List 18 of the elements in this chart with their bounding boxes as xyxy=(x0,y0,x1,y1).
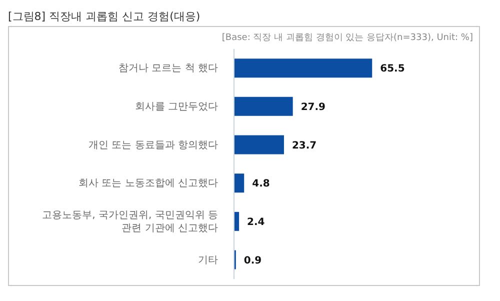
y-tick-label: 회사를 그만두었다 xyxy=(134,101,218,112)
y-tick-label: 기타 xyxy=(198,254,218,266)
y-tick-label: 개인 또는 동료들과 항의했다 xyxy=(88,139,218,150)
text: [그림8] 직장내 괴롭힘 신고 경험(대응) xyxy=(8,9,202,25)
data-label: 23.7 xyxy=(292,140,317,152)
bar xyxy=(234,135,284,154)
data-label: 4.8 xyxy=(252,178,270,190)
bar xyxy=(234,96,293,116)
y-tick-label: 고용노동부, 국가인권위, 국민권익위 등 관련 기관에 신고했다 xyxy=(42,210,218,234)
y-tick-label: 회사 또는 노동조합에 신고했다 xyxy=(78,178,218,189)
y-tick-label: 참거나 모르는 척 했다 xyxy=(118,62,218,74)
bar xyxy=(234,58,372,78)
bar xyxy=(234,174,244,193)
data-label: 2.4 xyxy=(247,216,265,228)
data-label: 27.9 xyxy=(300,102,326,113)
data-label: 65.5 xyxy=(380,64,405,75)
chart-subtitle: [Base: 직장 내 괴롭힘 경험이 있는 응답자(n=333), Unit: %] xyxy=(220,32,474,44)
data-label: 0.9 xyxy=(244,255,262,266)
